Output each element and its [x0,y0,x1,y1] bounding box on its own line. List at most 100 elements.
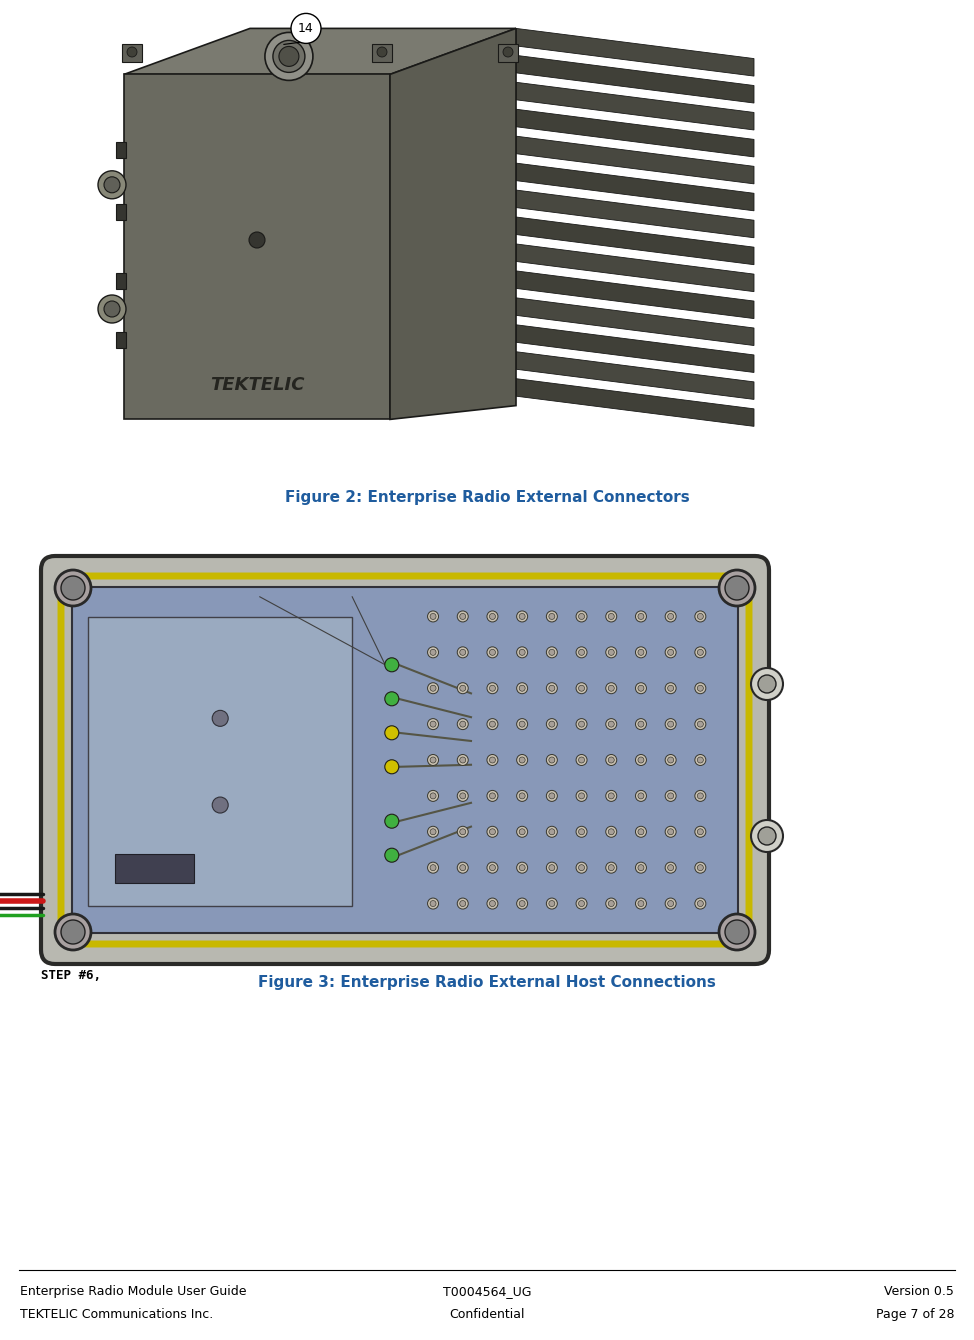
Circle shape [516,754,528,765]
Circle shape [579,721,584,728]
Circle shape [546,862,557,874]
Circle shape [457,754,468,765]
Circle shape [719,914,755,950]
Circle shape [516,647,528,658]
Circle shape [606,754,617,765]
Circle shape [127,47,137,58]
Polygon shape [516,110,754,157]
Circle shape [265,32,313,80]
Circle shape [549,900,555,907]
Circle shape [576,647,587,658]
Circle shape [697,685,703,691]
Circle shape [665,827,676,838]
Polygon shape [516,379,754,426]
Circle shape [460,685,466,691]
Polygon shape [516,82,754,130]
Text: 14: 14 [298,21,314,35]
Circle shape [697,828,703,835]
Text: Figure 3: Enterprise Radio External Host Connections: Figure 3: Enterprise Radio External Host… [258,976,716,990]
Circle shape [55,570,91,606]
Circle shape [516,898,528,909]
Circle shape [431,650,436,655]
Circle shape [606,718,617,729]
Circle shape [606,611,617,622]
Circle shape [608,721,615,728]
Circle shape [61,921,85,943]
Bar [116,273,126,289]
Circle shape [431,793,436,799]
Circle shape [694,898,706,909]
Circle shape [546,611,557,622]
Circle shape [606,682,617,694]
Circle shape [579,828,584,835]
Circle shape [638,721,644,728]
Circle shape [457,862,468,874]
Circle shape [546,898,557,909]
Circle shape [758,827,776,846]
Text: TEKTELIC Communications Inc.: TEKTELIC Communications Inc. [20,1308,213,1321]
Circle shape [576,827,587,838]
Circle shape [697,900,703,907]
Circle shape [385,760,398,773]
Circle shape [665,682,676,694]
Circle shape [457,718,468,729]
Circle shape [549,721,555,728]
Circle shape [549,864,555,871]
Text: Figure 2: Enterprise Radio External Connectors: Figure 2: Enterprise Radio External Conn… [284,490,690,505]
Circle shape [635,862,647,874]
Circle shape [608,650,615,655]
Circle shape [385,658,398,671]
Circle shape [579,614,584,619]
Circle shape [519,721,525,728]
Circle shape [104,302,120,318]
Circle shape [635,611,647,622]
Circle shape [635,754,647,765]
Circle shape [490,721,496,728]
Circle shape [487,862,498,874]
Circle shape [576,898,587,909]
Circle shape [725,576,749,600]
Circle shape [665,718,676,729]
Circle shape [694,862,706,874]
Polygon shape [516,137,754,184]
Circle shape [751,820,783,852]
Circle shape [516,718,528,729]
Circle shape [576,682,587,694]
Circle shape [212,797,228,813]
Bar [116,205,126,220]
Circle shape [665,862,676,874]
Polygon shape [516,190,754,237]
Circle shape [579,650,584,655]
Circle shape [519,757,525,762]
Circle shape [428,862,438,874]
Circle shape [487,754,498,765]
Circle shape [549,828,555,835]
Circle shape [694,791,706,801]
Circle shape [428,754,438,765]
Circle shape [694,827,706,838]
Circle shape [487,791,498,801]
Circle shape [638,685,644,691]
Circle shape [667,685,674,691]
Circle shape [665,898,676,909]
Circle shape [487,827,498,838]
Bar [372,44,392,62]
Circle shape [665,791,676,801]
Circle shape [431,828,436,835]
Circle shape [667,900,674,907]
Circle shape [606,898,617,909]
Circle shape [635,718,647,729]
Circle shape [549,757,555,762]
Circle shape [516,791,528,801]
Circle shape [694,754,706,765]
Circle shape [665,647,676,658]
Circle shape [516,862,528,874]
Circle shape [490,685,496,691]
Circle shape [460,757,466,762]
Circle shape [460,721,466,728]
Bar [89,618,353,906]
Circle shape [725,921,749,943]
Circle shape [608,685,615,691]
Circle shape [751,669,783,699]
Circle shape [457,827,468,838]
